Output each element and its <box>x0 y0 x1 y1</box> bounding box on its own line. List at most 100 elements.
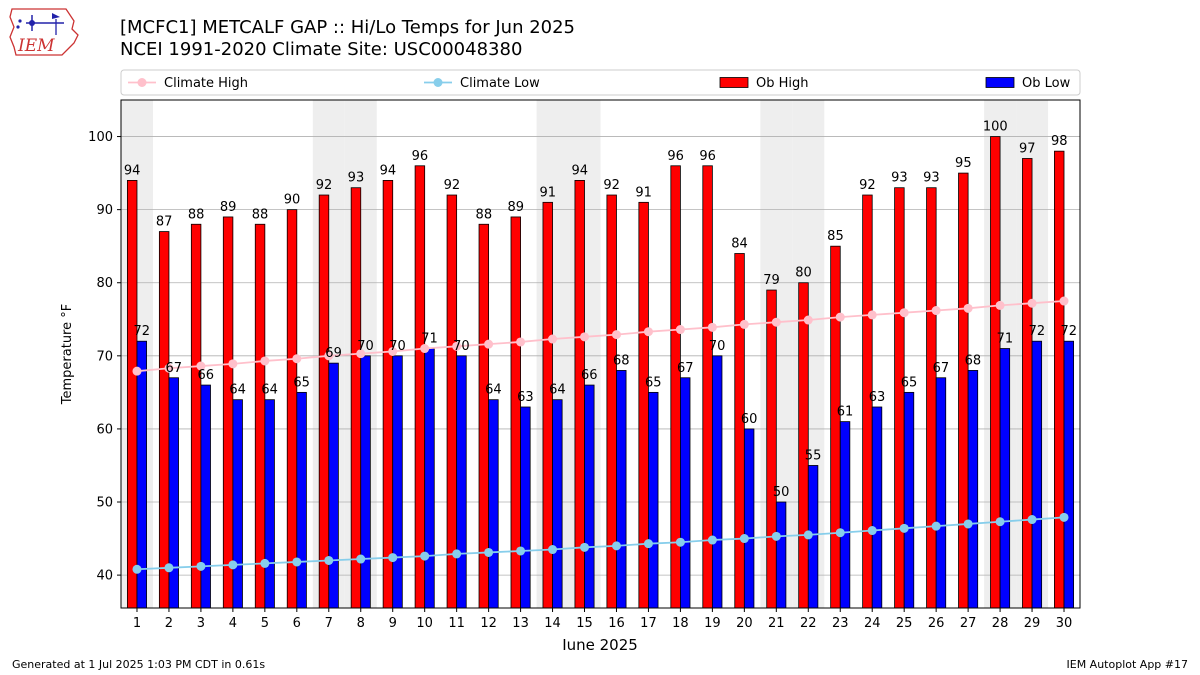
ob-high-value-label: 88 <box>188 207 205 222</box>
ob-low-value-label: 68 <box>965 353 982 368</box>
y-tick-label: 70 <box>96 349 113 364</box>
climate-low-point <box>899 523 909 533</box>
y-tick-label: 90 <box>96 203 113 218</box>
climate-low-point <box>228 560 238 570</box>
ob-low-value-label: 66 <box>581 368 598 383</box>
ob-low-bar <box>328 362 339 609</box>
x-tick-label: 26 <box>928 616 945 631</box>
ob-high-bar <box>222 216 234 609</box>
climate-high-point <box>356 349 366 359</box>
ob-low-value-label: 64 <box>549 383 566 398</box>
ob-low-value-label: 71 <box>421 332 438 347</box>
ob-low-bar <box>424 348 435 609</box>
x-tick-label: 2 <box>165 616 173 631</box>
ob-high-value-label: 88 <box>476 207 493 222</box>
climate-low-point <box>867 526 877 536</box>
ob-low-value-label: 70 <box>453 339 470 354</box>
climate-low-point <box>484 547 494 557</box>
ob-high-bar <box>158 231 170 609</box>
climate-low-point <box>1059 512 1069 522</box>
ob-low-bar <box>1063 340 1075 609</box>
ob-high-bar <box>958 172 969 609</box>
climate-high-point <box>931 306 941 316</box>
legend: Climate High Climate Low Ob High Ob Low <box>120 69 1081 96</box>
ob-low-value-label: 70 <box>357 339 374 354</box>
ob-high-value-label: 93 <box>348 171 365 186</box>
climate-high-point <box>611 330 621 340</box>
climate-high-point <box>580 332 590 342</box>
plot-frame <box>120 99 1081 609</box>
ob-low-bar <box>296 391 307 609</box>
ob-low-value-label: 60 <box>741 412 758 427</box>
climate-low-line <box>136 516 1065 571</box>
x-tick-label: 22 <box>800 616 817 631</box>
climate-low-point <box>707 535 717 545</box>
climate-high-point <box>771 317 781 327</box>
ob-high-bar <box>414 165 426 609</box>
ob-low-value-label: 72 <box>1029 324 1046 339</box>
climate-high-point <box>132 366 142 376</box>
x-tick-label: 16 <box>608 616 625 631</box>
climate-low-point <box>420 551 430 561</box>
ob-high-bar <box>798 282 809 609</box>
climate-high-point <box>484 339 494 349</box>
x-tick-label: 27 <box>960 616 977 631</box>
ob-high-value-label: 94 <box>124 163 141 178</box>
climate-high-point <box>835 312 845 322</box>
ob-low-bar <box>616 370 627 609</box>
x-tick-label: 3 <box>197 616 205 631</box>
ob-low-value-label: 64 <box>229 383 246 398</box>
climate-low-point <box>132 564 142 574</box>
ob-high-bar <box>830 245 841 609</box>
ob-low-bar <box>488 399 499 609</box>
ob-high-value-label: 92 <box>316 178 333 193</box>
x-tick-label: 1 <box>133 616 141 631</box>
climate-high-point <box>196 361 206 371</box>
x-tick-label: 29 <box>1024 616 1041 631</box>
climate-high-point <box>516 337 526 347</box>
x-axis-label: June 2025 <box>561 636 638 650</box>
climate-high-point <box>324 351 334 361</box>
ob-low-bar <box>775 501 787 609</box>
ob-low-value-label: 70 <box>389 339 406 354</box>
climate-low-point <box>580 542 590 552</box>
ob-high-value-label: 98 <box>1051 134 1068 149</box>
climate-high-point <box>260 356 270 366</box>
ob-low-value-label: 69 <box>325 346 342 361</box>
climate-high-point <box>963 303 973 313</box>
climate-low-point <box>995 517 1005 527</box>
ob-low-bar <box>520 406 531 609</box>
y-tick-label: 60 <box>96 422 113 437</box>
y-tick-label: 40 <box>96 569 113 584</box>
ob-low-bar <box>200 384 211 609</box>
ob-low-value-label: 50 <box>773 485 790 500</box>
x-tick-label: 30 <box>1056 616 1073 631</box>
ob-high-value-label: 89 <box>220 200 237 215</box>
ob-low-value-label: 67 <box>165 361 182 376</box>
ob-high-bar <box>1022 158 1033 609</box>
climate-low-point <box>739 534 749 544</box>
legend-marker <box>433 78 443 87</box>
ob-low-bar <box>999 348 1011 609</box>
ob-high-bar <box>254 223 266 609</box>
ob-low-bar <box>264 399 275 609</box>
ob-high-bar <box>766 289 777 609</box>
chart-title: [MCFC1] METCALF GAP :: Hi/Lo Temps for J… <box>120 17 576 38</box>
ob-low-value-label: 68 <box>613 353 630 368</box>
x-tick-label: 21 <box>768 616 785 631</box>
ob-low-value-label: 63 <box>869 390 886 405</box>
x-tick-label: 8 <box>357 616 365 631</box>
climate-low-point <box>643 539 653 549</box>
ob-low-bar <box>680 377 691 609</box>
y-tick-label: 50 <box>96 496 113 511</box>
climate-high-point <box>1027 298 1037 308</box>
ob-high-bar <box>894 187 905 609</box>
ob-low-value-label: 64 <box>485 383 502 398</box>
legend-label: Ob Low <box>1022 76 1071 91</box>
ob-high-value-label: 80 <box>795 266 812 281</box>
climate-low-point <box>388 553 398 563</box>
ob-low-bar <box>456 355 467 609</box>
ob-high-bar <box>190 223 202 609</box>
ob-high-value-label: 92 <box>444 178 461 193</box>
ob-high-value-label: 96 <box>667 149 684 164</box>
